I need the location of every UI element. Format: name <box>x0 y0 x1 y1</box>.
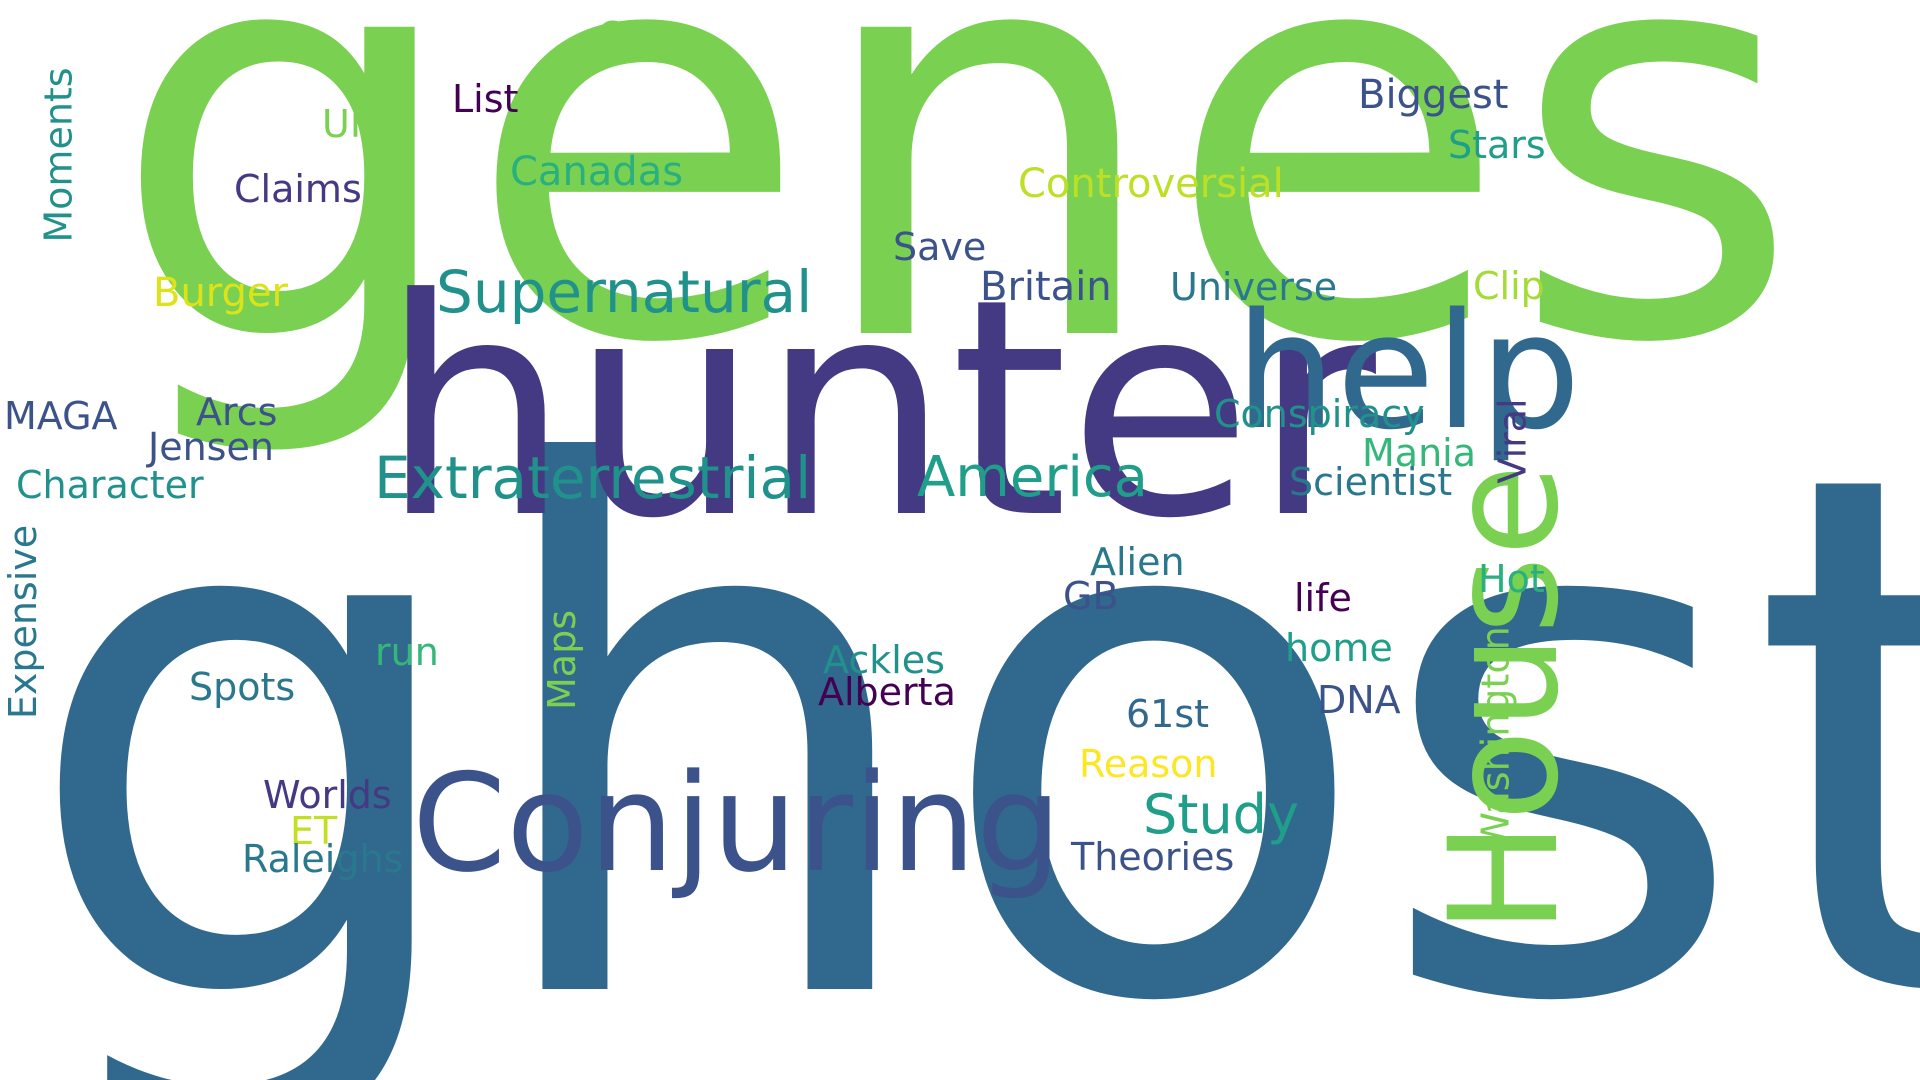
word-conjuring: Conjuring <box>412 745 1062 902</box>
word-genes: genes <box>110 0 1802 466</box>
word-life: life <box>1294 576 1352 620</box>
word-expensive: Expensive <box>1 524 46 720</box>
word-conspiracy: Conspiracy <box>1214 392 1425 436</box>
word-gb: GB <box>1063 574 1119 618</box>
word-america: America <box>917 445 1148 510</box>
word-maga: MAGA <box>4 394 118 438</box>
word-hot: Hot <box>1478 557 1545 601</box>
word-biggest: Biggest <box>1358 72 1509 118</box>
word-ufo: UFO <box>322 102 402 146</box>
word-claims: Claims <box>234 167 362 211</box>
word-scientist: Scientist <box>1289 460 1453 504</box>
word-washington: Washington <box>1473 626 1518 850</box>
word-stars: Stars <box>1448 123 1546 167</box>
word-run: run <box>375 630 439 674</box>
word-viral: Viral <box>1490 398 1535 484</box>
word-universe: Universe <box>1170 265 1338 309</box>
word-controversial: Controversial <box>1018 161 1284 207</box>
word-et: ET <box>290 809 338 853</box>
word-britain: Britain <box>980 264 1112 310</box>
word-dna: DNA <box>1317 678 1401 722</box>
word-study: Study <box>1143 783 1299 846</box>
word-jensen: Jensen <box>148 425 274 469</box>
word-canadas: Canadas <box>510 149 684 195</box>
word-moments: Moments <box>36 67 81 243</box>
word-help: help <box>1235 278 1581 465</box>
word-burger: Burger <box>153 270 288 316</box>
word-ackles: Ackles <box>823 638 945 682</box>
word-cal: Cal <box>597 14 658 58</box>
word-alberta: Alberta <box>818 670 956 714</box>
word-theories: Theories <box>1071 835 1235 879</box>
word-maps: Maps <box>540 610 584 710</box>
word-home: home <box>1285 626 1393 670</box>
word-supernatural: Supernatural <box>436 258 813 326</box>
word-ghost: ghost <box>20 321 1920 1080</box>
word-alien: Alien <box>1090 540 1185 584</box>
word-clip: Clip <box>1473 264 1545 308</box>
word-arcs: Arcs <box>196 390 278 434</box>
word-reason: Reason <box>1079 742 1218 786</box>
word-61st: 61st <box>1126 692 1210 736</box>
word-character: Character <box>16 463 204 507</box>
word-extraterrestrial: Extraterrestrial <box>374 444 812 512</box>
word-raleighs: Raleighs <box>242 837 404 881</box>
word-mania: Mania <box>1362 431 1476 475</box>
word-spots: Spots <box>189 665 296 709</box>
word-save: Save <box>893 225 987 269</box>
word-worlds: Worlds <box>263 773 392 817</box>
word-hunter: hunter <box>380 235 1376 584</box>
word-list: List <box>452 77 519 121</box>
